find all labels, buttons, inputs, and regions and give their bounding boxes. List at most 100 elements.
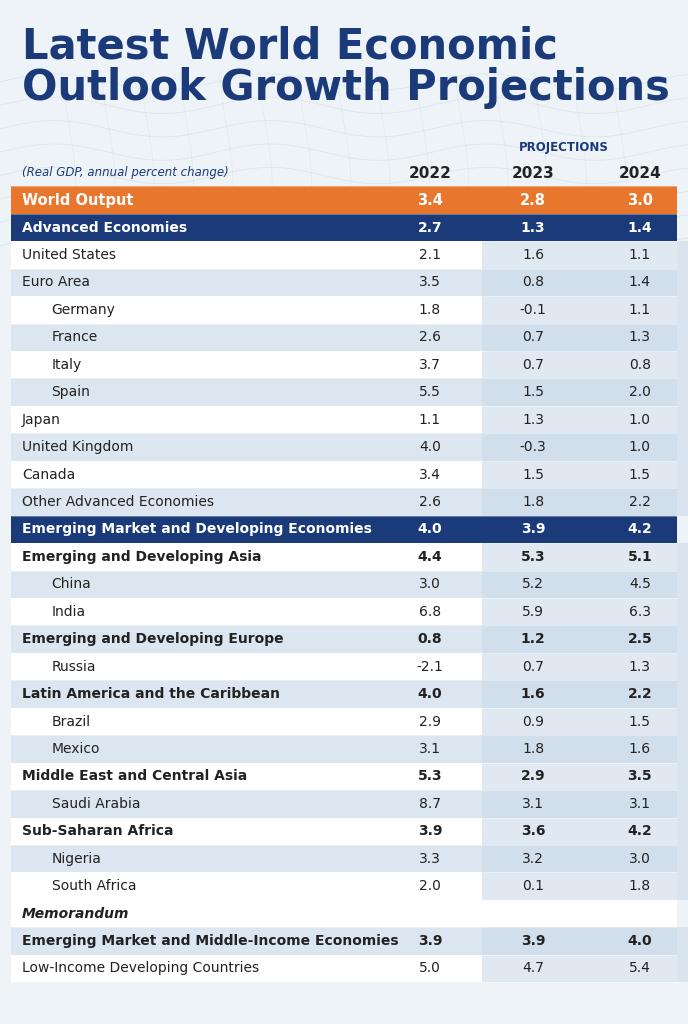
Bar bbox=[482, 488, 688, 516]
Bar bbox=[482, 928, 688, 954]
Text: 3.7: 3.7 bbox=[419, 357, 441, 372]
Text: 5.5: 5.5 bbox=[419, 385, 441, 399]
Text: 1.0: 1.0 bbox=[629, 440, 651, 454]
Text: 5.3: 5.3 bbox=[521, 550, 546, 564]
Bar bbox=[11, 379, 677, 406]
Text: 2.6: 2.6 bbox=[419, 331, 441, 344]
Text: 4.0: 4.0 bbox=[627, 934, 652, 948]
Text: 5.9: 5.9 bbox=[522, 605, 544, 618]
Bar bbox=[11, 653, 677, 680]
Text: 1.8: 1.8 bbox=[419, 303, 441, 316]
Bar bbox=[482, 543, 688, 570]
Bar bbox=[11, 351, 677, 379]
Text: India: India bbox=[52, 605, 86, 618]
Text: 4.0: 4.0 bbox=[419, 440, 441, 454]
Bar bbox=[11, 708, 677, 735]
Text: 4.2: 4.2 bbox=[627, 522, 652, 537]
Text: 3.5: 3.5 bbox=[419, 275, 441, 290]
Bar bbox=[11, 570, 677, 598]
Text: 1.8: 1.8 bbox=[522, 495, 544, 509]
Text: 1.1: 1.1 bbox=[629, 303, 651, 316]
Text: 1.0: 1.0 bbox=[629, 413, 651, 427]
Text: 1.5: 1.5 bbox=[522, 385, 544, 399]
Text: 5.4: 5.4 bbox=[629, 962, 651, 976]
Text: 1.3: 1.3 bbox=[522, 413, 544, 427]
Text: 2.0: 2.0 bbox=[419, 880, 441, 893]
Text: 1.8: 1.8 bbox=[629, 880, 651, 893]
Bar bbox=[11, 214, 677, 242]
Text: Memorandum: Memorandum bbox=[22, 906, 129, 921]
Bar bbox=[11, 735, 677, 763]
Bar bbox=[482, 763, 688, 791]
Text: 2.9: 2.9 bbox=[521, 769, 546, 783]
Text: 5.1: 5.1 bbox=[627, 550, 652, 564]
Text: 3.9: 3.9 bbox=[418, 934, 442, 948]
Text: 2.1: 2.1 bbox=[419, 248, 441, 262]
Bar bbox=[482, 626, 688, 653]
Text: 3.1: 3.1 bbox=[522, 797, 544, 811]
Text: -0.1: -0.1 bbox=[519, 303, 547, 316]
Bar bbox=[482, 242, 688, 268]
Text: 3.3: 3.3 bbox=[419, 852, 441, 865]
Text: 1.4: 1.4 bbox=[627, 220, 652, 234]
Text: Latin America and the Caribbean: Latin America and the Caribbean bbox=[22, 687, 280, 701]
Text: 0.9: 0.9 bbox=[522, 715, 544, 728]
Text: 2.9: 2.9 bbox=[419, 715, 441, 728]
Text: (Real GDP, annual percent change): (Real GDP, annual percent change) bbox=[22, 166, 229, 179]
Bar bbox=[482, 406, 688, 433]
Text: 3.2: 3.2 bbox=[522, 852, 544, 865]
Bar bbox=[11, 324, 677, 351]
Text: 1.8: 1.8 bbox=[522, 742, 544, 756]
Text: 1.1: 1.1 bbox=[629, 248, 651, 262]
Text: 4.7: 4.7 bbox=[522, 962, 544, 976]
Bar bbox=[11, 186, 677, 214]
Text: 3.9: 3.9 bbox=[521, 522, 546, 537]
Text: 1.2: 1.2 bbox=[521, 632, 546, 646]
Bar bbox=[482, 817, 688, 845]
Text: Other Advanced Economies: Other Advanced Economies bbox=[22, 495, 214, 509]
Text: 2.8: 2.8 bbox=[520, 193, 546, 208]
Text: 3.5: 3.5 bbox=[627, 769, 652, 783]
Bar bbox=[11, 516, 677, 543]
Text: 3.1: 3.1 bbox=[629, 797, 651, 811]
Text: 5.3: 5.3 bbox=[418, 769, 442, 783]
Text: 3.0: 3.0 bbox=[419, 578, 441, 591]
Bar bbox=[482, 598, 688, 626]
Bar bbox=[11, 242, 677, 268]
Text: 1.5: 1.5 bbox=[522, 468, 544, 481]
Bar bbox=[482, 735, 688, 763]
Bar bbox=[11, 406, 677, 433]
Text: 1.6: 1.6 bbox=[521, 687, 546, 701]
Text: Outlook Growth Projections: Outlook Growth Projections bbox=[22, 67, 670, 109]
Text: Saudi Arabia: Saudi Arabia bbox=[52, 797, 140, 811]
Bar bbox=[482, 708, 688, 735]
Text: 4.0: 4.0 bbox=[418, 687, 442, 701]
Text: Low-Income Developing Countries: Low-Income Developing Countries bbox=[22, 962, 259, 976]
Text: 2.2: 2.2 bbox=[629, 495, 651, 509]
Text: 3.0: 3.0 bbox=[629, 852, 651, 865]
Text: 4.5: 4.5 bbox=[629, 578, 651, 591]
Bar bbox=[11, 763, 677, 791]
Bar bbox=[482, 954, 688, 982]
Text: 1.5: 1.5 bbox=[629, 468, 651, 481]
Text: 2.7: 2.7 bbox=[418, 220, 442, 234]
Bar bbox=[482, 351, 688, 379]
Text: 3.4: 3.4 bbox=[417, 193, 443, 208]
Text: -0.3: -0.3 bbox=[520, 440, 546, 454]
Bar bbox=[11, 626, 677, 653]
Text: 3.6: 3.6 bbox=[521, 824, 546, 839]
Text: Italy: Italy bbox=[52, 357, 82, 372]
Text: Sub-Saharan Africa: Sub-Saharan Africa bbox=[22, 824, 173, 839]
Text: 3.0: 3.0 bbox=[627, 193, 653, 208]
Bar bbox=[11, 680, 677, 708]
Text: 4.0: 4.0 bbox=[418, 522, 442, 537]
Text: 2.5: 2.5 bbox=[627, 632, 652, 646]
Bar bbox=[11, 296, 677, 324]
Bar bbox=[482, 433, 688, 461]
Bar bbox=[482, 324, 688, 351]
Bar bbox=[11, 817, 677, 845]
Text: China: China bbox=[52, 578, 92, 591]
Text: 0.7: 0.7 bbox=[522, 357, 544, 372]
Text: Latest World Economic: Latest World Economic bbox=[22, 26, 558, 68]
Bar bbox=[11, 433, 677, 461]
